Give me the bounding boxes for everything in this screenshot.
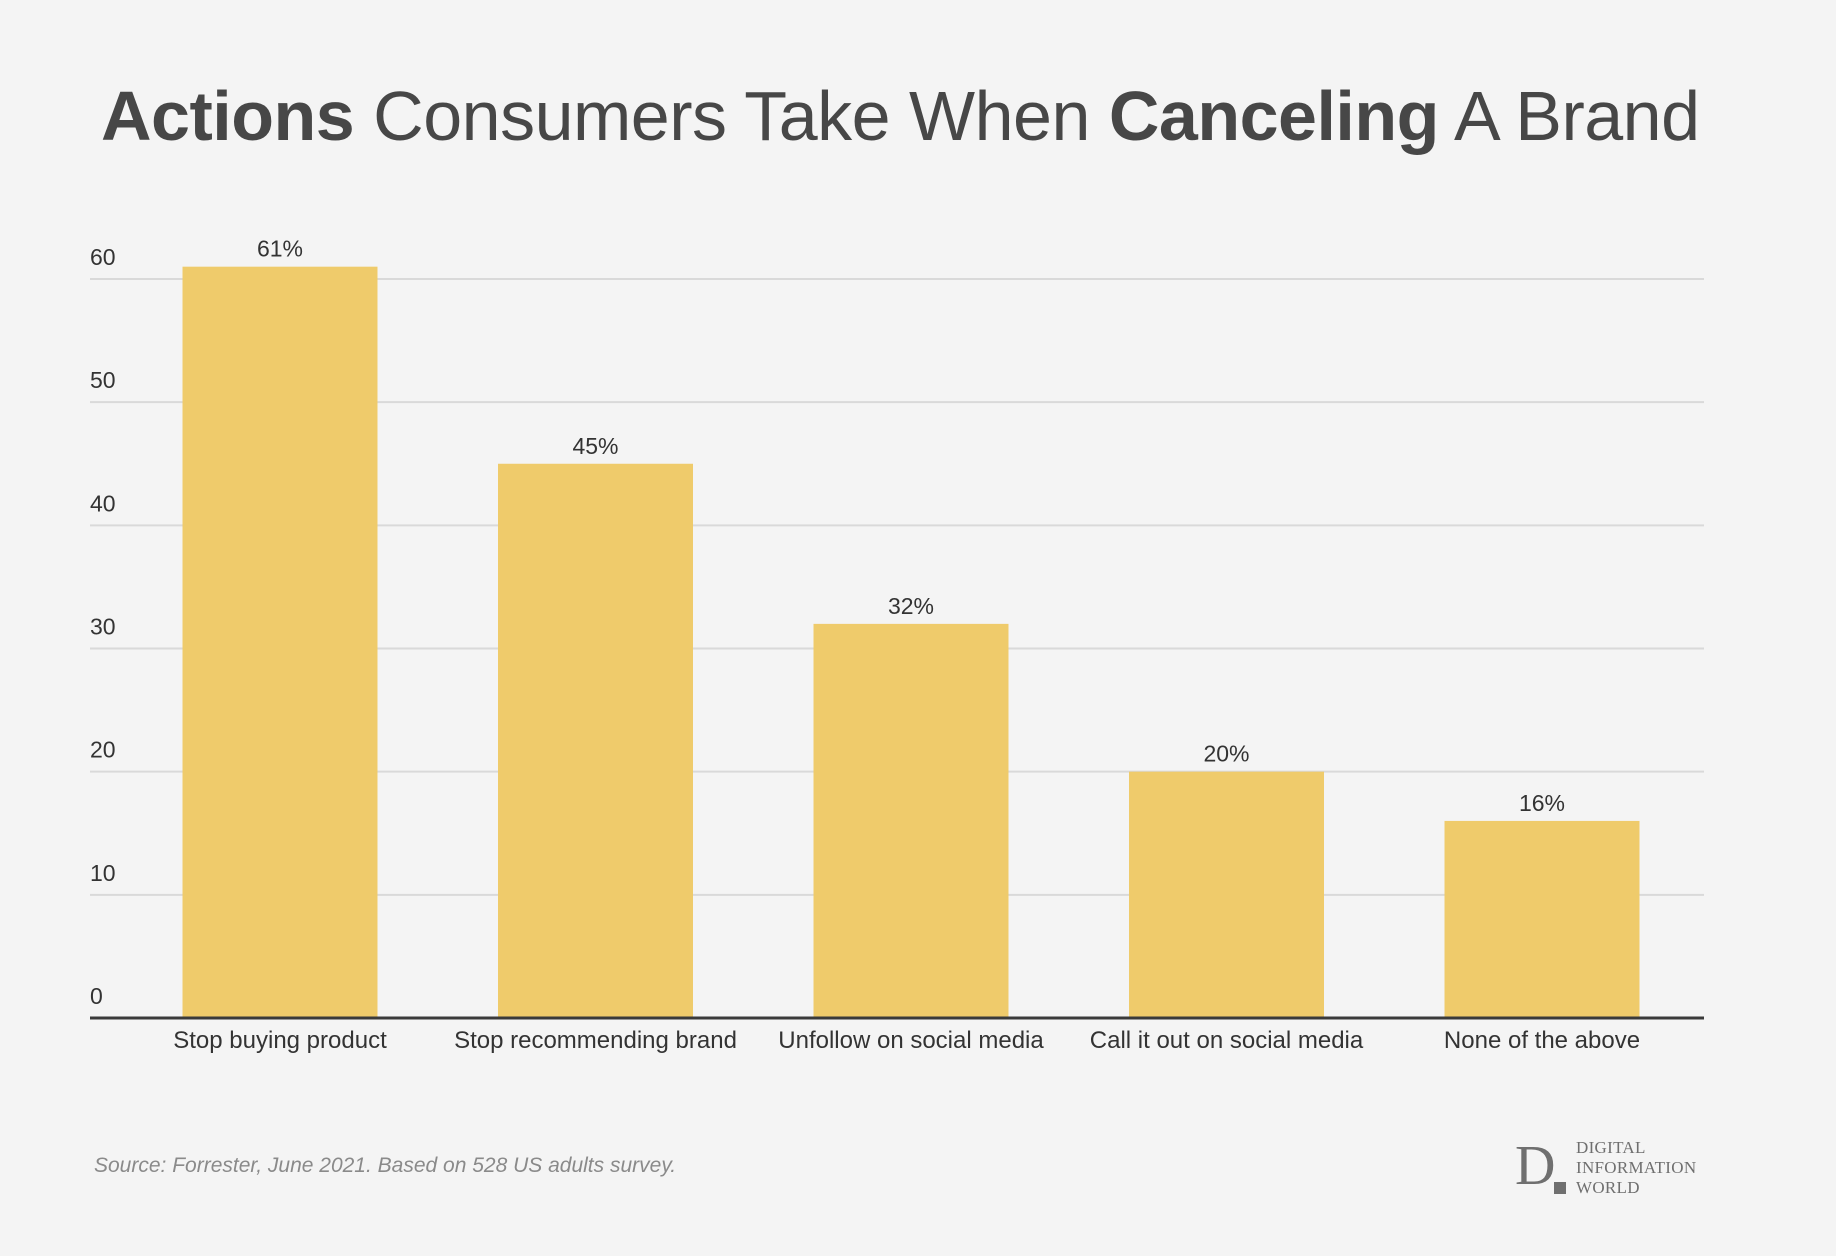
title-emphasis-canceling: Canceling — [1108, 77, 1440, 155]
x-tick-label: Call it out on social media — [1090, 1027, 1364, 1054]
title-text-middle: Consumers Take When — [354, 77, 1109, 155]
x-tick-label: Stop recommending brand — [454, 1027, 737, 1054]
bar — [1444, 820, 1640, 1018]
y-tick-label: 20 — [90, 737, 116, 763]
bar — [182, 266, 378, 1018]
chart-title: Actions Consumers Take When Canceling A … — [101, 72, 1700, 160]
data-label: 20% — [1203, 741, 1249, 767]
y-tick-label: 40 — [90, 490, 116, 516]
bar — [498, 463, 693, 1018]
bar — [813, 623, 1009, 1018]
brand-line-2: INFORMATION — [1576, 1158, 1697, 1177]
brand-logo: D DIGITAL INFORMATION WORLD — [1515, 1135, 1705, 1200]
brand-line-1: DIGITAL — [1576, 1138, 1646, 1157]
source-note: Source: Forrester, June 2021. Based on 5… — [94, 1154, 677, 1177]
data-label: 16% — [1519, 790, 1565, 816]
x-tick-label: Stop buying product — [173, 1027, 387, 1054]
bar — [1129, 771, 1324, 1018]
y-tick-label: 50 — [90, 367, 116, 393]
data-label: 61% — [257, 236, 303, 262]
title-emphasis-actions: Actions — [101, 77, 355, 155]
data-label: 45% — [572, 433, 618, 459]
y-tick-label: 30 — [90, 614, 116, 640]
brand-logo-letter: D — [1515, 1135, 1556, 1197]
data-label: 32% — [888, 593, 934, 619]
brand-line-3: WORLD — [1576, 1178, 1640, 1197]
y-tick-label: 10 — [90, 860, 116, 886]
x-tick-label: Unfollow on social media — [778, 1027, 1044, 1054]
brand-logo-wordmark: DIGITAL INFORMATION WORLD — [1576, 1138, 1696, 1198]
x-tick-label: None of the above — [1444, 1027, 1640, 1054]
brand-logo-square — [1554, 1182, 1566, 1194]
title-text-end: A Brand — [1438, 77, 1700, 155]
y-tick-label: 60 — [90, 244, 116, 270]
y-tick-label: 0 — [90, 983, 103, 1009]
